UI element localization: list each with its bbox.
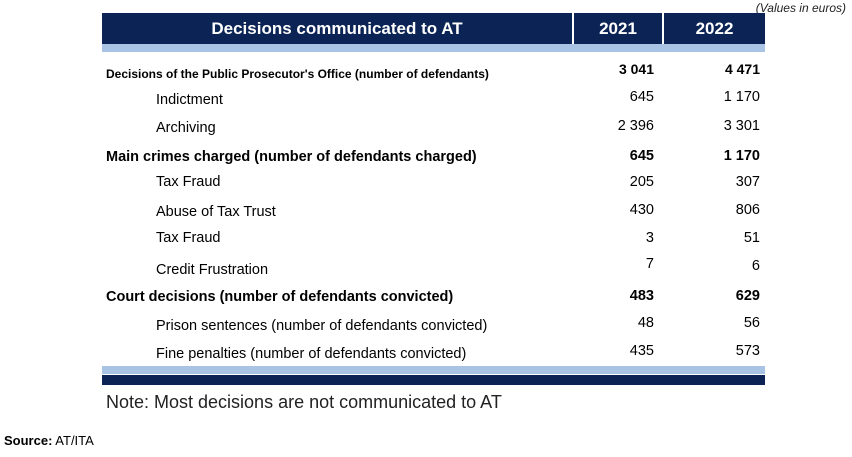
row-label: Archiving (156, 120, 216, 136)
row-value-2022: 806 (735, 202, 760, 218)
row-label: Indictment (156, 92, 223, 108)
row-value-2022: 56 (743, 315, 760, 331)
bottom-band-dark (102, 375, 765, 385)
row-value-2021: 435 (629, 343, 654, 359)
row-value-2022: 3 301 (723, 118, 760, 134)
row-value-2021: 645 (629, 148, 654, 164)
header-divider (662, 13, 664, 44)
row-label: Abuse of Tax Trust (156, 204, 276, 220)
row-value-2022: 51 (743, 230, 760, 246)
table-note: Note: Most decisions are not communicate… (106, 392, 502, 412)
row-value-2021: 3 041 (618, 61, 654, 77)
row-value-2021: 205 (629, 174, 654, 190)
top-band (102, 44, 765, 52)
row-label: Credit Frustration (156, 262, 269, 278)
row-label: Decisions of the Public Prosecutor's Off… (106, 67, 489, 81)
source-label: Source: (4, 433, 53, 448)
row-value-2022: 6 (751, 258, 760, 274)
row-value-2021: 645 (629, 89, 654, 105)
bottom-band-light (102, 366, 765, 374)
header-title: Decisions communicated to AT (211, 19, 463, 38)
row-label: Court decisions (number of defendants co… (106, 289, 454, 305)
row-value-2021: 48 (637, 315, 654, 331)
row-value-2022: 629 (735, 288, 760, 304)
row-label: Fine penalties (number of defendants con… (156, 346, 467, 362)
unit-note: (Values in euros) (755, 1, 846, 15)
row-value-2021: 483 (629, 288, 654, 304)
row-label: Main crimes charged (number of defendant… (106, 149, 477, 165)
row-label: Tax Fraud (156, 230, 221, 246)
row-value-2022: 1 170 (723, 148, 760, 164)
header-year-2021: 2021 (599, 19, 637, 38)
row-value-2022: 573 (735, 343, 760, 359)
row-value-2022: 307 (735, 174, 760, 190)
header-year-2022: 2022 (695, 19, 734, 38)
source-value: AT/ITA (52, 433, 94, 448)
row-value-2022: 4 471 (724, 61, 760, 77)
row-label: Tax Fraud (156, 174, 221, 190)
row-label: Prison sentences (number of defendants c… (156, 318, 488, 334)
row-value-2022: 1 170 (723, 89, 760, 105)
row-value-2021: 3 (645, 230, 654, 246)
row-value-2021: 2 396 (617, 118, 654, 134)
source-line: Source: AT/ITA (4, 433, 94, 448)
row-value-2021: 430 (629, 202, 654, 218)
header-divider (572, 13, 574, 44)
table-header: Decisions communicated to AT 2021 2022 (102, 13, 765, 44)
row-value-2021: 7 (645, 256, 654, 272)
